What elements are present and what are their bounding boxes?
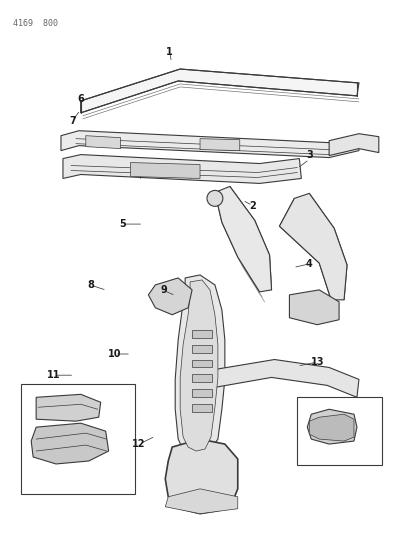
Polygon shape bbox=[36, 394, 101, 421]
Text: 12: 12 bbox=[133, 439, 146, 449]
Bar bbox=[297, 397, 382, 465]
Text: 4: 4 bbox=[306, 259, 313, 269]
Text: 5: 5 bbox=[120, 219, 126, 229]
Polygon shape bbox=[192, 389, 212, 397]
Text: 4169  800: 4169 800 bbox=[13, 19, 58, 28]
Polygon shape bbox=[31, 423, 109, 464]
Polygon shape bbox=[279, 193, 347, 300]
Polygon shape bbox=[289, 290, 339, 325]
Polygon shape bbox=[329, 134, 379, 156]
Text: 9: 9 bbox=[160, 285, 167, 295]
Polygon shape bbox=[192, 330, 212, 337]
Polygon shape bbox=[175, 275, 225, 459]
Polygon shape bbox=[63, 155, 302, 183]
Text: 13: 13 bbox=[311, 357, 324, 367]
Polygon shape bbox=[86, 136, 121, 149]
Polygon shape bbox=[215, 187, 272, 292]
Polygon shape bbox=[61, 131, 359, 158]
Text: 6: 6 bbox=[77, 94, 84, 104]
Polygon shape bbox=[192, 345, 212, 352]
Polygon shape bbox=[215, 360, 359, 397]
Polygon shape bbox=[180, 280, 218, 451]
Text: 10: 10 bbox=[108, 349, 122, 359]
Polygon shape bbox=[192, 360, 212, 367]
Bar bbox=[21, 384, 135, 494]
Polygon shape bbox=[81, 69, 359, 113]
Text: 1: 1 bbox=[166, 47, 173, 56]
Polygon shape bbox=[200, 139, 240, 151]
Polygon shape bbox=[165, 439, 238, 514]
Circle shape bbox=[207, 190, 223, 206]
Polygon shape bbox=[149, 278, 192, 315]
Text: 2: 2 bbox=[249, 200, 256, 211]
Polygon shape bbox=[307, 409, 357, 444]
Text: 7: 7 bbox=[69, 116, 75, 126]
Polygon shape bbox=[192, 404, 212, 412]
Polygon shape bbox=[192, 375, 212, 382]
Text: 3: 3 bbox=[306, 150, 313, 160]
Polygon shape bbox=[165, 489, 238, 514]
Polygon shape bbox=[309, 414, 354, 441]
Text: 11: 11 bbox=[47, 370, 61, 380]
Polygon shape bbox=[131, 163, 200, 179]
Text: 8: 8 bbox=[87, 280, 94, 290]
